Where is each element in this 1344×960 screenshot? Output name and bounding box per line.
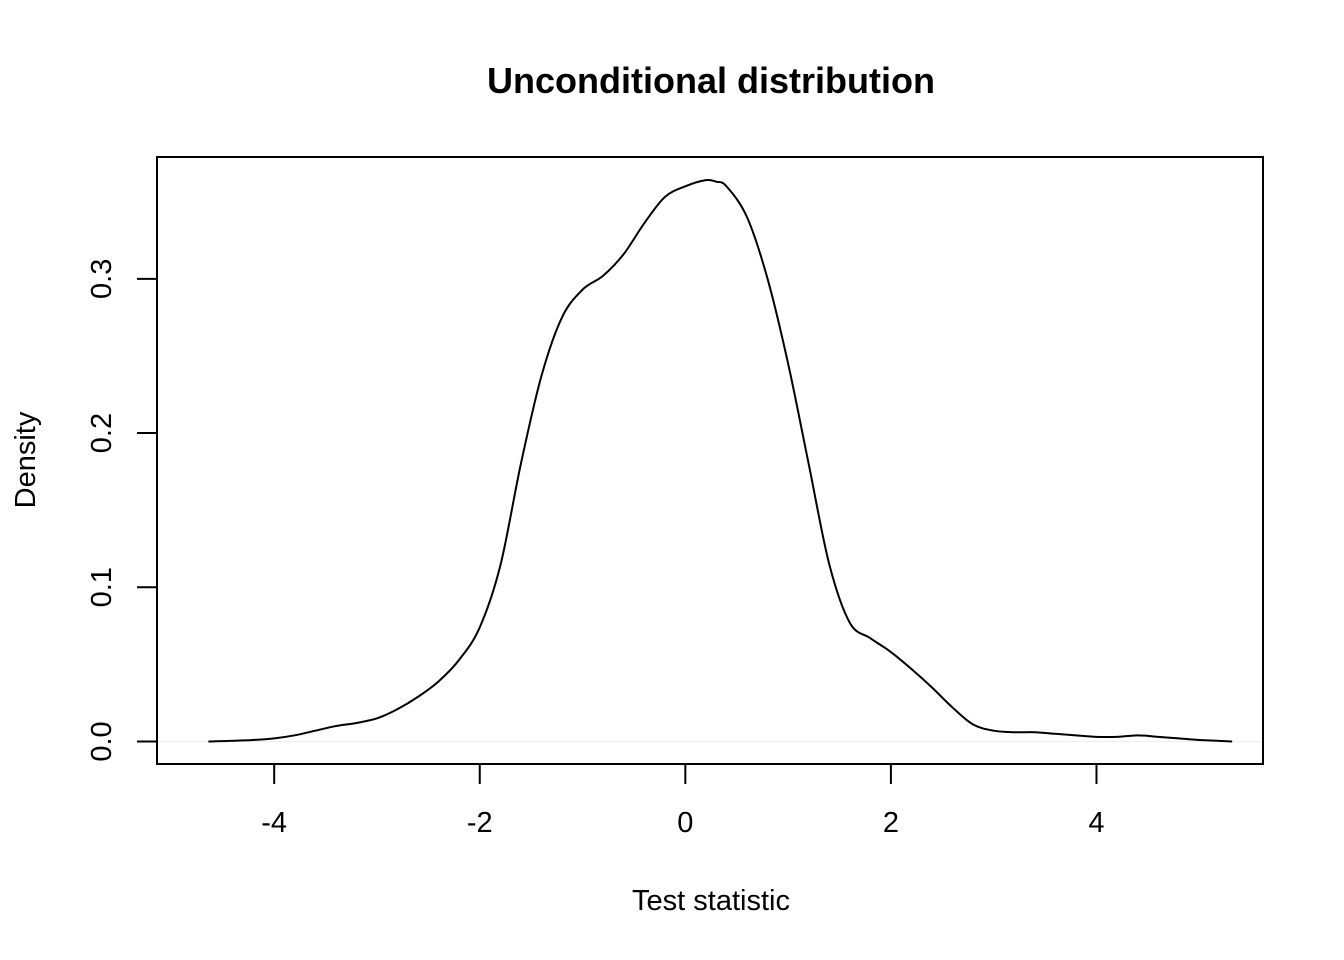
y-tick-label: 0.0 xyxy=(86,721,118,761)
x-axis: -4 -2 0 2 4 xyxy=(261,764,1105,839)
x-tick-label: 4 xyxy=(1088,807,1104,839)
y-tick-label: 0.1 xyxy=(86,567,118,607)
y-tick-label: 0.3 xyxy=(86,259,118,299)
chart-title: Unconditional distribution xyxy=(487,60,935,101)
x-tick-label: 2 xyxy=(883,807,899,839)
plot-frame xyxy=(156,156,1264,765)
x-tick-label: 0 xyxy=(677,807,693,839)
y-axis: 0.0 0.1 0.2 0.3 xyxy=(86,259,157,762)
y-axis-label: Density xyxy=(10,411,42,508)
x-tick-label: -2 xyxy=(467,807,493,839)
y-tick-label: 0.2 xyxy=(86,413,118,453)
x-axis-label: Test statistic xyxy=(632,885,790,917)
x-tick-label: -4 xyxy=(261,807,287,839)
density-curve xyxy=(208,178,1233,743)
